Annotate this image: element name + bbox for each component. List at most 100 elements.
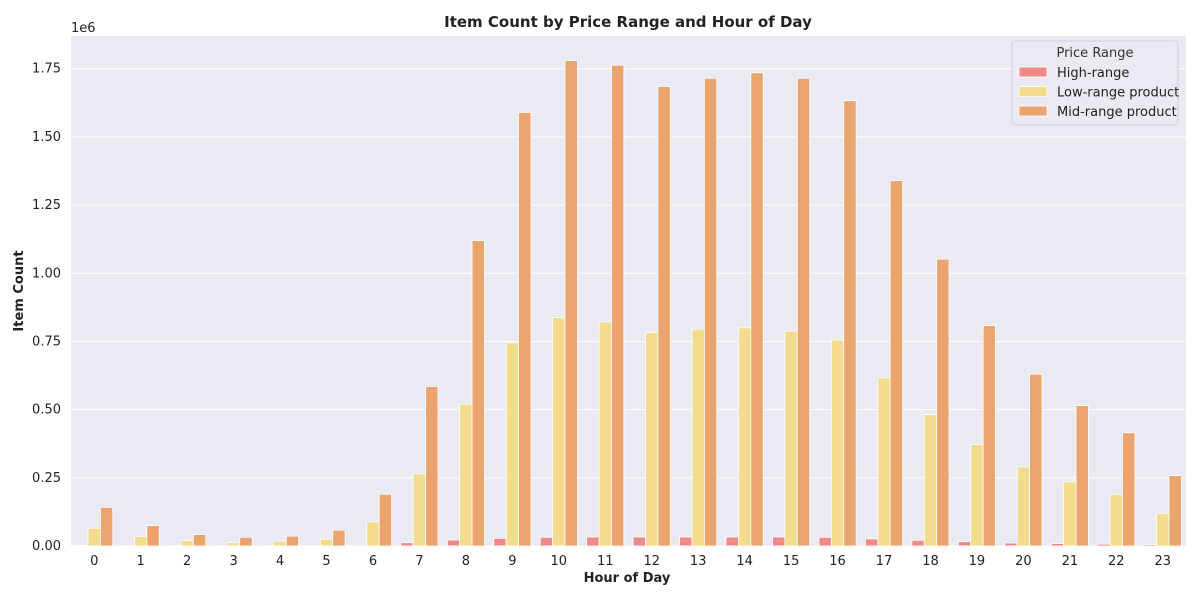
x-tick-label: 2 <box>183 554 191 569</box>
bar-mid-range-product-hour-3 <box>240 537 252 546</box>
x-tick-label: 15 <box>783 554 800 569</box>
bar-mid-range-product-hour-0 <box>100 507 112 546</box>
legend-swatch <box>1019 106 1047 116</box>
x-tick-label: 1 <box>137 554 145 569</box>
bar-low-range-product-hour-8 <box>460 404 472 546</box>
bar-high-range-hour-23 <box>1144 545 1156 546</box>
x-tick-label: 3 <box>229 554 237 569</box>
bar-low-range-product-hour-0 <box>88 528 100 546</box>
x-tick-label: 6 <box>369 554 377 569</box>
legend-swatch <box>1019 87 1047 97</box>
bar-high-range-hour-22 <box>1098 544 1110 546</box>
bar-mid-range-product-hour-16 <box>844 101 856 546</box>
bar-high-range-hour-7 <box>401 543 413 546</box>
bar-high-range-hour-16 <box>819 537 831 546</box>
bar-mid-range-product-hour-18 <box>937 259 949 546</box>
bar-mid-range-product-hour-6 <box>379 494 391 546</box>
bar-mid-range-product-hour-7 <box>426 386 438 546</box>
bar-low-range-product-hour-14 <box>738 328 750 546</box>
bar-high-range-hour-10 <box>540 537 552 546</box>
y-axis-label: Item Count <box>12 250 27 331</box>
bar-low-range-product-hour-12 <box>646 332 658 546</box>
y-tick-label: 0.25 <box>32 471 61 486</box>
legend-label: Mid-range product <box>1057 105 1177 120</box>
bar-low-range-product-hour-20 <box>1017 467 1029 546</box>
bar-mid-range-product-hour-15 <box>797 78 809 546</box>
y-tick-label: 1.00 <box>32 266 61 281</box>
x-tick-label: 21 <box>1062 554 1079 569</box>
bar-low-range-product-hour-9 <box>506 343 518 546</box>
bar-mid-range-product-hour-20 <box>1030 374 1042 546</box>
x-tick-label: 23 <box>1154 554 1171 569</box>
x-tick-label: 17 <box>876 554 893 569</box>
bar-low-range-product-hour-11 <box>599 322 611 546</box>
bar-mid-range-product-hour-14 <box>751 73 763 546</box>
bar-low-range-product-hour-3 <box>227 542 239 546</box>
bar-mid-range-product-hour-2 <box>193 535 205 546</box>
bar-high-range-hour-20 <box>1005 543 1017 546</box>
bar-low-range-product-hour-18 <box>924 415 936 546</box>
bar-high-range-hour-12 <box>633 537 645 546</box>
x-tick-label: 5 <box>322 554 330 569</box>
bar-high-range-hour-15 <box>773 537 785 546</box>
x-tick-label: 16 <box>829 554 846 569</box>
x-tick-label: 4 <box>276 554 284 569</box>
bar-low-range-product-hour-6 <box>367 522 379 546</box>
bar-low-range-product-hour-17 <box>878 378 890 546</box>
legend-swatch <box>1019 67 1047 77</box>
bar-high-range-hour-11 <box>587 537 599 546</box>
x-axis-label: Hour of Day <box>584 571 671 586</box>
bar-high-range-hour-17 <box>865 539 877 546</box>
bar-mid-range-product-hour-11 <box>611 65 623 546</box>
legend-title: Price Range <box>1056 46 1133 61</box>
bar-low-range-product-hour-23 <box>1157 513 1169 546</box>
bar-mid-range-product-hour-4 <box>286 536 298 546</box>
bar-low-range-product-hour-21 <box>1064 482 1076 546</box>
bar-low-range-product-hour-19 <box>971 445 983 546</box>
bar-high-range-hour-14 <box>726 537 738 546</box>
bar-high-range-hour-19 <box>958 542 970 546</box>
bar-high-range-hour-13 <box>680 537 692 546</box>
bar-mid-range-product-hour-13 <box>704 78 716 546</box>
bar-mid-range-product-hour-19 <box>983 326 995 546</box>
y-tick-label: 1.75 <box>32 62 61 77</box>
bar-mid-range-product-hour-21 <box>1076 406 1088 546</box>
chart-title: Item Count by Price Range and Hour of Da… <box>444 13 812 31</box>
y-tick-label: 1.50 <box>32 130 61 145</box>
bar-low-range-product-hour-16 <box>831 340 843 546</box>
x-tick-label: 11 <box>597 554 614 569</box>
bar-high-range-hour-18 <box>912 540 924 546</box>
bar-low-range-product-hour-22 <box>1110 494 1122 546</box>
bar-low-range-product-hour-13 <box>692 329 704 546</box>
bar-mid-range-product-hour-5 <box>333 530 345 546</box>
y-tick-label: 0.75 <box>32 334 61 349</box>
bar-low-range-product-hour-2 <box>181 541 193 546</box>
x-tick-label: 12 <box>643 554 660 569</box>
x-tick-label: 0 <box>90 554 98 569</box>
x-tick-label: 9 <box>508 554 516 569</box>
x-tick-label: 7 <box>415 554 423 569</box>
x-tick-label: 18 <box>922 554 939 569</box>
bar-high-range-hour-8 <box>447 540 459 546</box>
bar-mid-range-product-hour-1 <box>147 526 159 546</box>
x-tick-label: 22 <box>1108 554 1125 569</box>
bar-high-range-hour-21 <box>1051 544 1063 546</box>
legend-label: Low-range product <box>1057 86 1179 101</box>
bar-mid-range-product-hour-10 <box>565 61 577 546</box>
y-tick-label: 1.25 <box>32 198 61 213</box>
bar-low-range-product-hour-7 <box>413 474 425 546</box>
bar-low-range-product-hour-10 <box>553 317 565 546</box>
bar-mid-range-product-hour-8 <box>472 241 484 546</box>
bar-high-range-hour-9 <box>494 538 506 546</box>
y-tick-label: 0.50 <box>32 403 61 418</box>
bar-low-range-product-hour-4 <box>274 541 286 546</box>
bar-mid-range-product-hour-17 <box>890 181 902 546</box>
bar-mid-range-product-hour-12 <box>658 86 670 546</box>
bar-mid-range-product-hour-9 <box>519 112 531 546</box>
x-tick-label: 8 <box>462 554 470 569</box>
y-axis-offset-label: 1e6 <box>71 21 96 36</box>
y-tick-label: 0.00 <box>32 539 61 554</box>
